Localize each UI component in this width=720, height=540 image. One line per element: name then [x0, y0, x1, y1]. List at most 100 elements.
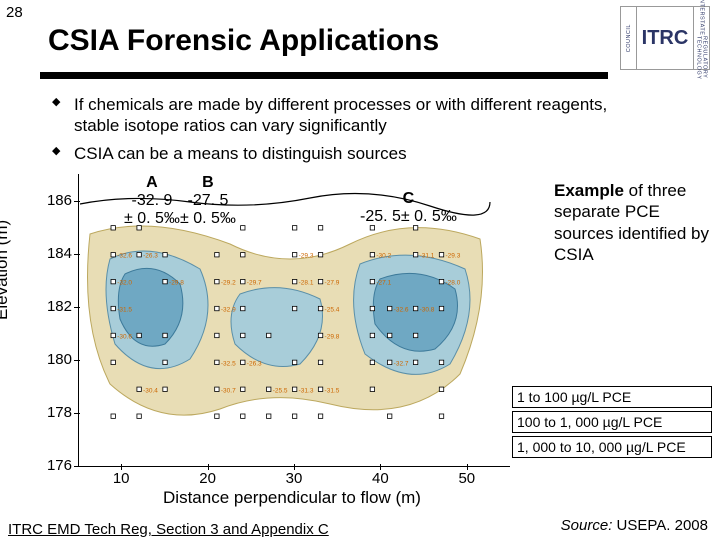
sample-marker: [318, 279, 322, 283]
sample-marker: [137, 333, 141, 337]
sample-value: -31.5: [325, 387, 340, 394]
sample-marker: [241, 253, 245, 257]
sample-value: -30.7: [221, 387, 236, 394]
sample-value: -32.6: [117, 253, 132, 260]
sample-marker: [413, 360, 417, 364]
sample-marker: [241, 226, 245, 230]
logo-right-bottom: TECHNOLOGY REGULATORY: [696, 36, 708, 79]
sample-value: -29.3: [446, 253, 461, 260]
sample-marker: [137, 414, 141, 418]
sample-marker: [439, 306, 443, 310]
sample-marker: [241, 387, 245, 391]
sample-marker: [413, 306, 417, 310]
sample-marker: [439, 279, 443, 283]
sample-value: -30.4: [143, 387, 158, 394]
y-tick-label: 184: [46, 245, 72, 262]
sample-marker: [439, 253, 443, 257]
title-rule: [40, 72, 608, 79]
sample-marker: [241, 360, 245, 364]
sample-value: -32.5: [221, 360, 236, 367]
sample-marker: [387, 414, 391, 418]
sample-marker: [292, 387, 296, 391]
sample-value: -29.7: [247, 280, 262, 287]
footer-reference-left: ITRC EMD Tech Reg, Section 3 and Appendi…: [8, 521, 329, 538]
sample-marker: [387, 360, 391, 364]
sample-value: -28.0: [446, 280, 461, 287]
sample-marker: [318, 226, 322, 230]
sample-marker: [111, 253, 115, 257]
sample-value: -25.5: [273, 387, 288, 394]
sample-marker: [413, 226, 417, 230]
sample-marker: [111, 279, 115, 283]
bullet-list: If chemicals are made by different proce…: [48, 94, 608, 170]
sample-value: -32.0: [117, 280, 132, 287]
source-label-c: C-25. 5± 0. 5‰: [360, 190, 457, 226]
x-tick-label: 20: [193, 470, 223, 487]
sample-marker: [292, 360, 296, 364]
sample-value: -30.8: [420, 307, 435, 314]
sample-marker: [370, 306, 374, 310]
sample-marker: [241, 414, 245, 418]
sample-value: -26.3: [247, 360, 262, 367]
sample-marker: [111, 226, 115, 230]
sample-marker: [370, 333, 374, 337]
sample-marker: [163, 387, 167, 391]
sample-marker: [267, 387, 271, 391]
sample-value: -30.2: [376, 253, 391, 260]
sample-value: -31.5: [117, 307, 132, 314]
sample-marker: [370, 226, 374, 230]
sample-value: -27.1: [376, 280, 391, 287]
footer-source-right: Source: USEPA. 2008: [561, 517, 708, 534]
sample-value: -32.6: [394, 307, 409, 314]
sample-marker: [267, 414, 271, 418]
sample-marker: [387, 333, 391, 337]
x-tick-label: 10: [106, 470, 136, 487]
sample-marker: [292, 414, 296, 418]
x-axis-label: Distance perpendicular to flow (m): [132, 488, 452, 508]
sample-marker: [370, 387, 374, 391]
legend-item: 100 to 1, 000 µg/L PCE: [512, 411, 712, 433]
sample-marker: [318, 333, 322, 337]
sample-marker: [137, 253, 141, 257]
x-tick-label: 40: [365, 470, 395, 487]
x-tick-label: 30: [279, 470, 309, 487]
footer-source-italic: Source:: [561, 517, 613, 534]
source-label-a: A-32. 9± 0. 5‰: [124, 174, 180, 228]
sample-marker: [439, 360, 443, 364]
sample-value: -32.9: [221, 307, 236, 314]
y-tick-label: 180: [46, 351, 72, 368]
legend: 1 to 100 µg/L PCE 100 to 1, 000 µg/L PCE…: [512, 386, 712, 461]
sample-marker: [267, 333, 271, 337]
sample-value: -29.2: [221, 280, 236, 287]
y-tick-label: 178: [46, 404, 72, 421]
sample-value: -30.6: [117, 333, 132, 340]
sample-marker: [439, 387, 443, 391]
y-axis-label: Elevation (m): [0, 220, 12, 320]
sample-marker: [413, 253, 417, 257]
page-number: 28: [6, 4, 23, 21]
sample-marker: [111, 306, 115, 310]
sample-marker: [215, 279, 219, 283]
y-tick-label: 176: [46, 457, 72, 474]
sample-marker: [370, 279, 374, 283]
source-label-b: B-27. 5± 0. 5‰: [180, 174, 236, 228]
sample-marker: [318, 253, 322, 257]
sample-marker: [318, 387, 322, 391]
logo-acronym: ITRC: [637, 7, 693, 69]
x-tick-label: 50: [452, 470, 482, 487]
sample-marker: [215, 360, 219, 364]
sample-value: -29.3: [299, 253, 314, 260]
sample-marker: [215, 253, 219, 257]
sample-marker: [241, 279, 245, 283]
legend-item: 1, 000 to 10, 000 µg/L PCE: [512, 436, 712, 458]
sample-marker: [370, 253, 374, 257]
sample-value: -25.4: [325, 307, 340, 314]
sample-marker: [215, 306, 219, 310]
bullet-item: If chemicals are made by different proce…: [48, 94, 608, 137]
sample-value: -31.1: [420, 253, 435, 260]
logo-right-top: INTERSTATE: [699, 0, 705, 36]
sample-marker: [111, 360, 115, 364]
itrc-logo: COUNCIL ITRC INTERSTATE TECHNOLOGY REGUL…: [620, 6, 710, 70]
sample-value: -31.3: [299, 387, 314, 394]
sample-marker: [215, 333, 219, 337]
